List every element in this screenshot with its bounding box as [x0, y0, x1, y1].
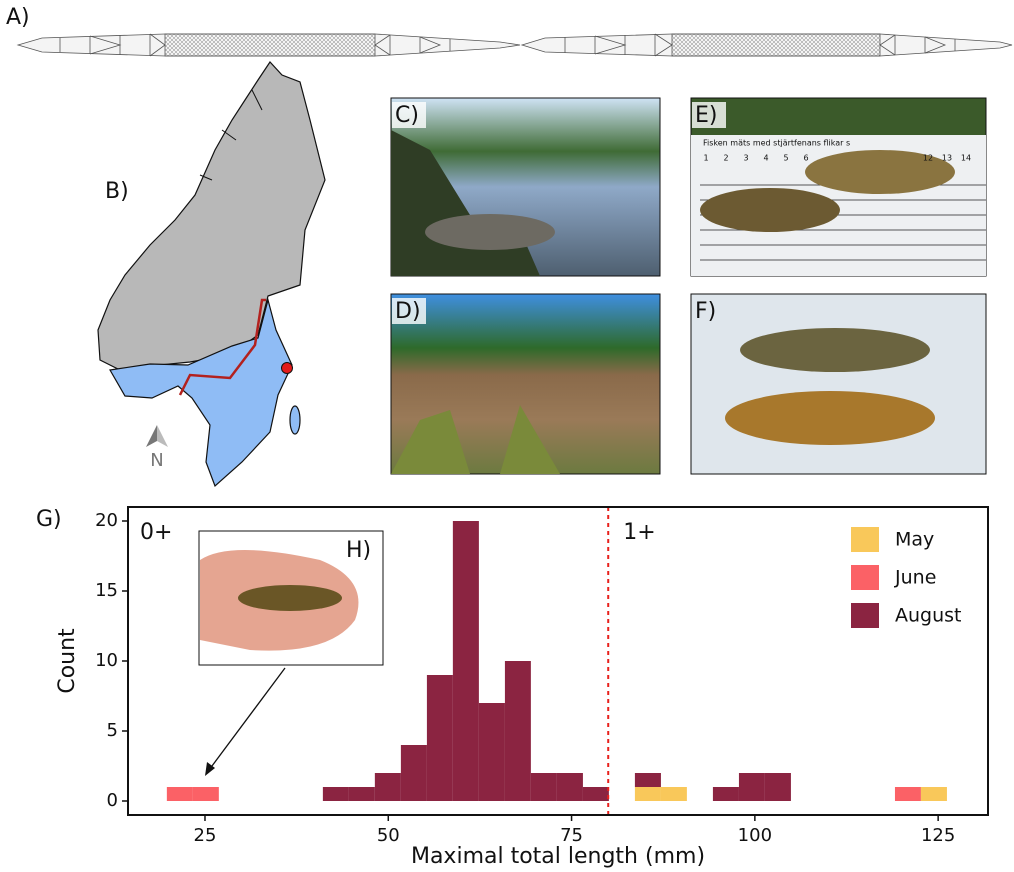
bar — [661, 787, 687, 801]
legend-swatch — [851, 527, 879, 552]
y-tick-label: 15 — [95, 580, 118, 601]
arrow — [209, 668, 285, 770]
legend-swatch — [851, 603, 879, 628]
ruler-number: 6 — [803, 154, 808, 163]
photo-f — [691, 294, 986, 474]
bar — [505, 661, 531, 801]
panel-label: D) — [395, 299, 421, 324]
y-tick-label: 20 — [95, 510, 118, 531]
annotation: 1+ — [623, 520, 655, 545]
legend-label: June — [894, 567, 936, 589]
north-label: N — [150, 450, 163, 471]
panel-label: B) — [105, 179, 129, 204]
x-tick-label: 25 — [194, 825, 217, 846]
x-tick-label: 125 — [921, 825, 955, 846]
x-tick-label: 75 — [560, 825, 583, 846]
x-tick-label: 100 — [738, 825, 772, 846]
north-arrow — [146, 425, 157, 447]
bar — [401, 745, 427, 801]
bar — [453, 521, 479, 801]
bar — [323, 787, 349, 801]
panel-label: C) — [395, 103, 419, 128]
histogram: 0+ 1+ 25 50 75 100 125 0 5 10 15 20 Maximal total le… — [55, 507, 988, 869]
bar — [765, 773, 791, 801]
panel-label: E) — [695, 103, 717, 128]
annotation: 0+ — [140, 520, 172, 545]
ruler-number: 3 — [743, 154, 748, 163]
bar — [713, 787, 739, 801]
fyke-net — [18, 34, 1012, 56]
panel-label: F) — [695, 299, 716, 324]
photo-d — [391, 294, 660, 474]
y-tick-label: 5 — [107, 720, 118, 741]
bar — [583, 787, 609, 801]
bar — [479, 703, 505, 801]
ruler-number: 12 — [923, 154, 933, 163]
x-axis-label: Maximal total length (mm) — [411, 844, 705, 869]
bar — [167, 787, 193, 801]
ruler-number: 13 — [942, 154, 952, 163]
y-axis-label: Count — [55, 628, 80, 694]
x-tick-label: 50 — [377, 825, 400, 846]
legend-label: August — [895, 605, 962, 627]
panel-label: G) — [36, 507, 62, 532]
ruler-number: 2 — [723, 154, 728, 163]
bar — [427, 675, 453, 801]
bar — [375, 773, 401, 801]
bar — [895, 787, 921, 801]
bar — [635, 773, 661, 787]
photo-c — [391, 98, 660, 276]
y-tick-label: 0 — [107, 790, 118, 811]
panel-label: A) — [6, 5, 30, 30]
bar — [557, 773, 583, 801]
ruler-number: 14 — [961, 154, 971, 163]
panel-label: H) — [346, 538, 371, 563]
bar — [921, 787, 947, 801]
bar — [349, 787, 375, 801]
legend-swatch — [851, 565, 879, 590]
ruler-number: 1 — [703, 154, 708, 163]
ruler-number: 4 — [763, 154, 768, 163]
y-tick-label: 10 — [95, 650, 118, 671]
ruler-caption: Fisken mäts med stjärtfenans flikar s — [703, 139, 850, 148]
bar — [739, 773, 765, 801]
bar — [635, 787, 661, 801]
north-arrow — [157, 425, 168, 447]
bar — [531, 773, 557, 801]
ruler-number: 5 — [783, 154, 788, 163]
legend-label: May — [895, 529, 934, 551]
bar — [193, 787, 219, 801]
map — [98, 62, 325, 486]
figure: A) B) N Fisken mäts med stjärtfenans fli… — [0, 0, 1014, 872]
site-marker — [282, 363, 293, 374]
